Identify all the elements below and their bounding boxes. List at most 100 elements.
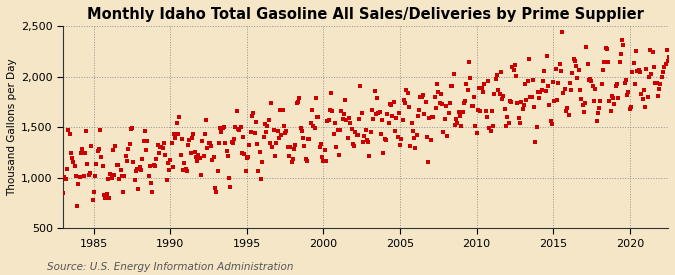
Point: [371, 112, 381, 116]
Point: [656, 75, 667, 79]
Point: [594, 106, 605, 110]
Point: [163, 161, 173, 165]
Point: [573, 68, 584, 72]
Point: [497, 97, 508, 101]
Point: [223, 175, 234, 180]
Point: [211, 190, 221, 194]
Point: [290, 143, 301, 148]
Point: [443, 111, 454, 116]
Point: [589, 99, 599, 104]
Point: [78, 174, 89, 178]
Point: [484, 126, 495, 130]
Point: [202, 145, 213, 150]
Point: [418, 93, 429, 97]
Point: [271, 141, 281, 145]
Point: [450, 123, 460, 127]
Point: [279, 124, 290, 129]
Point: [226, 140, 237, 145]
Point: [111, 163, 122, 167]
Point: [67, 155, 78, 160]
Point: [277, 108, 288, 112]
Point: [194, 156, 205, 161]
Point: [649, 65, 659, 69]
Point: [182, 169, 192, 174]
Point: [325, 108, 335, 112]
Point: [458, 101, 469, 105]
Point: [609, 101, 620, 106]
Point: [431, 106, 441, 111]
Point: [187, 136, 198, 140]
Point: [441, 103, 452, 108]
Point: [304, 137, 315, 141]
Point: [73, 182, 84, 186]
Point: [124, 142, 135, 147]
Point: [192, 159, 202, 163]
Point: [319, 147, 330, 152]
Point: [105, 171, 116, 176]
Point: [146, 181, 157, 185]
Point: [388, 100, 399, 104]
Point: [412, 114, 423, 119]
Point: [338, 117, 348, 122]
Point: [389, 128, 400, 133]
Point: [483, 78, 493, 83]
Point: [518, 103, 529, 107]
Point: [434, 101, 445, 105]
Point: [651, 81, 662, 86]
Point: [266, 101, 277, 105]
Point: [235, 125, 246, 129]
Point: [219, 125, 230, 130]
Point: [174, 115, 185, 119]
Point: [313, 114, 324, 119]
Point: [209, 155, 219, 160]
Point: [129, 177, 140, 182]
Point: [634, 70, 645, 75]
Point: [115, 168, 126, 172]
Point: [650, 81, 661, 85]
Point: [554, 61, 565, 66]
Point: [627, 70, 638, 74]
Point: [242, 155, 252, 160]
Point: [352, 133, 363, 137]
Point: [348, 142, 358, 146]
Point: [591, 119, 602, 123]
Title: Monthly Idaho Total Gasoline All Sales/Deliveries by Prime Supplier: Monthly Idaho Total Gasoline All Sales/D…: [87, 7, 644, 22]
Point: [512, 101, 523, 105]
Point: [642, 95, 653, 100]
Point: [225, 185, 236, 189]
Point: [526, 95, 537, 100]
Point: [428, 114, 439, 119]
Point: [646, 72, 657, 76]
Point: [548, 80, 559, 84]
Point: [444, 101, 455, 105]
Point: [249, 130, 260, 135]
Point: [489, 92, 500, 96]
Point: [502, 115, 512, 120]
Point: [557, 30, 568, 34]
Point: [126, 127, 136, 131]
Point: [315, 145, 325, 149]
Point: [564, 81, 575, 85]
Point: [383, 121, 394, 126]
Point: [341, 118, 352, 122]
Point: [641, 67, 652, 72]
Point: [624, 107, 635, 111]
Point: [397, 117, 408, 122]
Point: [213, 141, 224, 145]
Y-axis label: Thousand Gallons per Day: Thousand Gallons per Day: [7, 58, 17, 196]
Point: [421, 134, 432, 139]
Point: [633, 68, 644, 72]
Point: [545, 119, 556, 123]
Point: [203, 141, 214, 146]
Point: [405, 144, 416, 148]
Point: [544, 102, 555, 107]
Point: [360, 128, 371, 132]
Point: [355, 84, 366, 88]
Point: [479, 82, 489, 86]
Point: [345, 121, 356, 125]
Point: [59, 175, 70, 179]
Point: [289, 147, 300, 151]
Point: [178, 168, 188, 172]
Point: [298, 136, 308, 140]
Point: [144, 164, 155, 169]
